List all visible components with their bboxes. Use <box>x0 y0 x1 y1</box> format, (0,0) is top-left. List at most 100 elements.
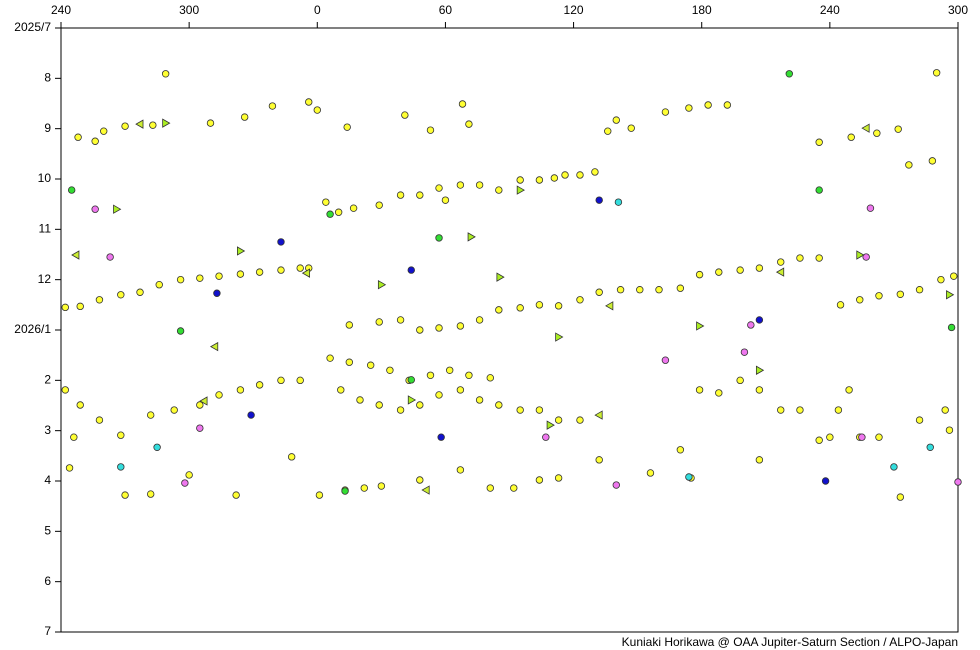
point <box>215 272 223 280</box>
point <box>426 126 435 134</box>
point <box>95 416 104 424</box>
point <box>646 469 655 477</box>
point <box>416 326 424 334</box>
x-tick-label: 120 <box>564 3 584 17</box>
point <box>95 296 104 304</box>
point <box>661 108 670 116</box>
point <box>215 391 223 399</box>
point <box>554 474 563 482</box>
point <box>465 120 473 128</box>
point <box>196 274 204 282</box>
point <box>71 250 80 260</box>
point <box>858 433 866 441</box>
point <box>377 280 387 290</box>
point <box>612 116 620 124</box>
point <box>287 453 296 461</box>
point <box>486 374 494 382</box>
point <box>821 477 830 485</box>
point <box>595 196 603 204</box>
point <box>435 234 443 242</box>
point <box>847 133 855 141</box>
point <box>594 410 603 420</box>
point <box>345 321 354 329</box>
point <box>755 456 764 464</box>
point <box>441 196 450 204</box>
point <box>826 433 834 441</box>
point <box>723 101 732 109</box>
point <box>535 406 544 414</box>
point <box>91 205 99 213</box>
point <box>396 406 405 414</box>
x-tick-label: 240 <box>820 3 840 17</box>
point <box>695 386 704 394</box>
point <box>456 386 465 394</box>
point <box>199 396 208 406</box>
point <box>627 124 635 132</box>
point <box>396 316 405 324</box>
point <box>416 401 424 409</box>
point <box>305 98 313 106</box>
point <box>612 481 620 489</box>
point <box>334 208 343 216</box>
point <box>894 125 902 133</box>
y-tick-label: 2026/1 <box>14 322 51 336</box>
point <box>815 436 823 444</box>
point <box>209 341 219 352</box>
point <box>170 406 178 414</box>
point <box>796 406 804 414</box>
point <box>862 253 870 261</box>
point <box>941 406 949 414</box>
point <box>435 391 443 399</box>
point <box>947 323 956 332</box>
point <box>106 253 114 261</box>
point <box>456 181 465 189</box>
point <box>555 332 564 342</box>
point <box>950 272 958 280</box>
point <box>67 186 76 194</box>
point <box>896 290 905 298</box>
point <box>100 127 108 135</box>
point <box>516 176 524 184</box>
point <box>196 424 204 432</box>
point <box>185 471 193 479</box>
point <box>866 204 875 212</box>
x-tick-label: 240 <box>51 3 71 17</box>
point <box>704 101 712 109</box>
point <box>117 291 125 299</box>
point <box>937 275 945 284</box>
point <box>236 386 245 394</box>
point <box>676 284 685 292</box>
y-tick-label: 12 <box>38 272 52 286</box>
point <box>945 426 954 434</box>
point <box>875 433 883 441</box>
point <box>475 396 484 404</box>
point <box>117 431 125 439</box>
point <box>366 361 375 369</box>
point <box>614 198 623 206</box>
point <box>255 381 264 389</box>
y-tick-label: 2025/7 <box>14 20 51 34</box>
point <box>755 316 764 324</box>
point <box>337 386 345 394</box>
point <box>296 376 304 385</box>
y-tick-label: 5 <box>44 524 51 538</box>
point <box>685 104 693 112</box>
point <box>605 301 614 311</box>
point <box>661 356 670 364</box>
plot-frame <box>60 27 959 633</box>
point <box>255 268 264 276</box>
point <box>915 416 924 424</box>
point <box>695 270 704 279</box>
x-tick-label: 300 <box>179 3 199 17</box>
point <box>495 401 503 409</box>
point <box>146 411 155 419</box>
point <box>856 296 864 304</box>
y-tick-label: 3 <box>44 423 51 437</box>
point <box>155 281 163 289</box>
point <box>136 288 144 296</box>
point <box>467 232 476 242</box>
point <box>149 121 157 129</box>
point <box>377 482 386 490</box>
point <box>561 171 569 179</box>
point <box>61 303 69 312</box>
